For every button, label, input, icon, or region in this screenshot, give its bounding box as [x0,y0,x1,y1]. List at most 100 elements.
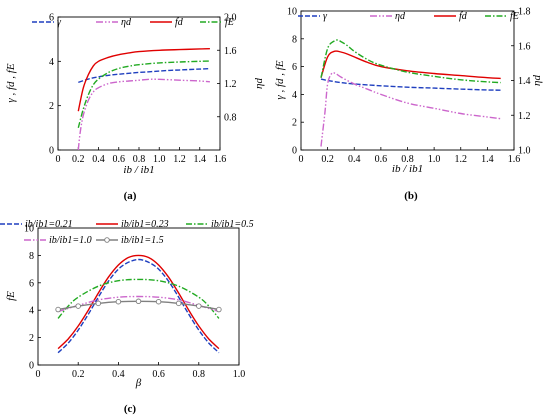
legend-label: fd [175,17,184,28]
x-tick-label: 1.0 [153,154,166,165]
legend-label: γ [57,17,62,28]
x-tick-label: 0.8 [401,154,414,165]
legend-marker [104,237,110,243]
x-axis-label: ib / ib1 [392,163,423,175]
x-tick-label: 0 [36,369,41,380]
plot-frame [37,227,240,366]
chart-a: 0 0.2 0.4 0.6 0.8 1.0 1.2 1.4 1.6 0 2 4 6 0.8 1.2 1.6 2.… [5,13,265,203]
x-tick-label: 1.4 [481,154,494,165]
series-line-4 [320,39,501,84]
y-tick-label: 8 [29,251,34,262]
x-tick-label: 1.2 [455,154,468,165]
series-point [155,298,162,305]
chart-c: 0 0.2 0.4 0.6 0.8 1.0 0 2 4 6 8 10 β fE (c) ib/ib1=0.21… [0,219,254,415]
y-tick-label: 4 [292,90,297,101]
x-axis-label: β [135,377,142,389]
series-line-2 [77,78,210,150]
y-tick-label: 8 [292,34,297,45]
x-tick-label: 0.6 [152,369,165,380]
y-tick-label: 4 [29,306,34,317]
y2-tick-label: 1.2 [518,111,531,122]
x-tick-label: 0.2 [72,369,85,380]
panel-label: (b) [404,190,418,202]
y-axis-label: fE [5,291,17,301]
y2-tick-label: 0.8 [224,112,237,123]
series-line-2 [320,71,501,147]
series-line-1 [78,67,210,84]
legend-label: fE [510,11,519,22]
y-tick-label: 6 [49,13,54,24]
x-tick-label: 0.8 [193,369,206,380]
series-line-3 [77,48,210,112]
y-tick-label: 0 [29,361,34,372]
x-tick-label: 0.6 [113,154,126,165]
x-tick-label: 0.6 [375,154,388,165]
y-tick-label: 10 [24,224,34,235]
legend-label: ηd [395,11,406,22]
legend-label: ib/ib1=1.0 [49,235,92,246]
y2-axis-label: ηd [253,78,265,89]
y2-tick-label: 1.2 [224,79,237,90]
series-point [55,306,61,313]
series-line-4 [57,295,220,313]
y-tick-label: 0 [49,146,54,157]
y2-tick-label: 1.0 [518,146,531,157]
legend-label: ib/ib1=0.23 [121,219,169,230]
y-tick-label: 0 [292,146,297,157]
legend-label: γ [323,11,328,22]
plot-frame [300,10,515,151]
y-axis-label: γ , fd , fE [274,60,286,99]
legend-label: ib/ib1=0.5 [211,219,254,230]
x-tick-label: 1.0 [233,369,246,380]
x-tick-label: 0.4 [92,154,105,165]
plot-frame [57,16,221,151]
series-line-3 [57,278,220,319]
x-tick-label: 1.4 [194,154,207,165]
x-tick-label: 0.4 [348,154,361,165]
series-line-1 [57,258,220,354]
series-line-2 [57,254,220,350]
y2-tick-label: 2.0 [224,13,237,24]
y2-axis-label: ηd [531,75,543,86]
y-tick-label: 6 [292,62,297,73]
series-point [196,303,202,309]
x-tick-label: 1.0 [428,154,441,165]
series-point [75,303,81,309]
y-axis-label: γ , fd , fE [5,63,17,102]
x-tick-label: 0.8 [133,154,146,165]
series-point [135,298,142,305]
legend-label: fd [459,11,468,22]
y2-tick-label: 1.8 [518,7,531,18]
y-tick-label: 4 [49,57,54,68]
legend-label: ib/ib1=1.5 [121,235,164,246]
panel-label: (a) [124,190,137,202]
y2-tick-label: 1.4 [518,76,531,87]
legend-label: ib/ib1=0.21 [25,219,73,230]
y-tick-label: 2 [49,101,54,112]
chart-b: 0 0.2 0.4 0.6 0.8 1.0 1.2 1.4 1.6 0 2 4 6 8 10 1.0 1.2 1.… [274,7,543,203]
series-line-3 [320,50,501,80]
x-tick-label: 0 [299,154,304,165]
y2-tick-label: 1.6 [224,46,237,57]
x-tick-label: 0 [56,154,61,165]
y-tick-label: 6 [29,278,34,289]
legend-label: ηd [121,17,132,28]
x-tick-label: 1.6 [508,154,521,165]
y2-tick-label: 1.6 [518,41,531,52]
y-tick-label: 2 [292,118,297,129]
series-line-4 [77,60,210,128]
series-line-1 [320,78,501,91]
x-tick-label: 1.2 [173,154,186,165]
series-point [115,298,122,305]
x-tick-label: 0.4 [112,369,125,380]
series-point [175,300,182,307]
series-point [216,306,222,313]
legend-label: fE [225,17,234,28]
y-tick-label: 10 [287,7,297,18]
panel-label: (c) [124,403,137,415]
series-point [95,300,102,307]
x-tick-label: 0.2 [72,154,85,165]
y-tick-label: 2 [29,333,34,344]
x-axis-label: ib / ib1 [123,164,154,176]
